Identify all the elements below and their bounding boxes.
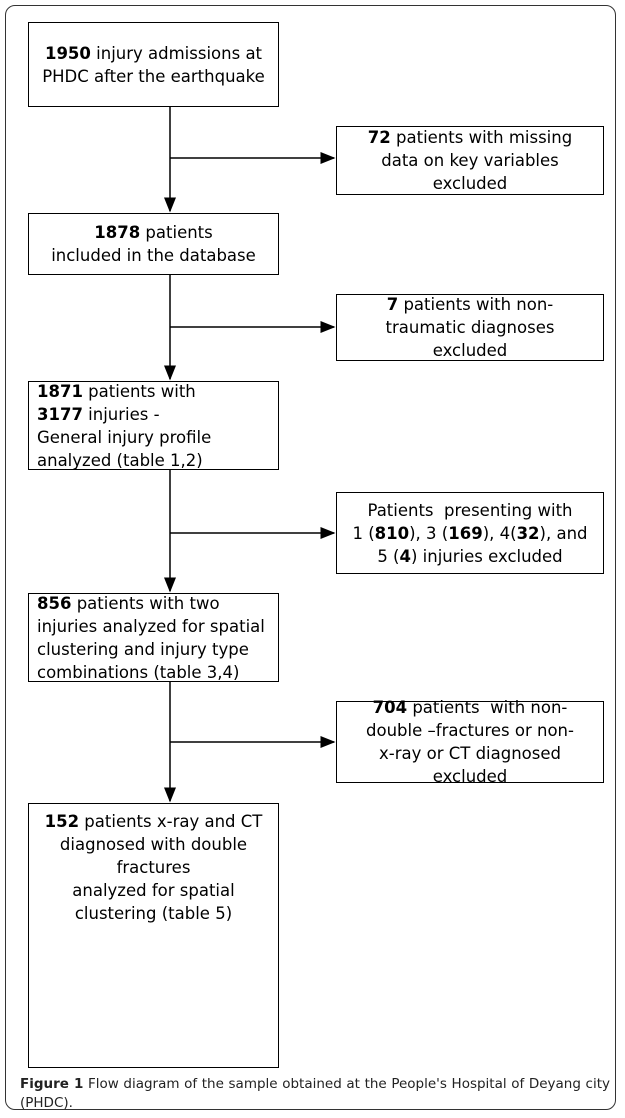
text-segment: 856 (37, 593, 72, 613)
exclusion-box: 72 patients with missing data on key vari… (336, 126, 604, 195)
text-line: x-ray or CT diagnosed (345, 742, 595, 765)
main-box: 856 patients with two injuries analyzed f… (28, 593, 279, 682)
text-segment: clustering and injury type (37, 639, 249, 659)
text-segment: General injury profile (37, 427, 212, 447)
text-line: 1950 injury admissions at (37, 42, 270, 65)
text-segment: injuries analyzed for spatial (37, 616, 265, 636)
text-line: double –fractures or non- (345, 719, 595, 742)
text-segment: patients (140, 223, 213, 242)
text-segment: patients with (82, 381, 196, 401)
caption: Figure 1 Flow diagram of the sample obta… (20, 1075, 610, 1113)
text-segment: x-ray or CT diagnosed (378, 744, 561, 763)
text-line: excluded (345, 172, 595, 195)
text-segment: 1878 (94, 223, 141, 242)
text-segment: double –fractures or non- (366, 721, 574, 740)
text-segment: 810 (374, 523, 410, 543)
text-segment: Figure 1 (20, 1076, 84, 1092)
text-segment: 32 (516, 523, 540, 543)
text-line: analyzed (table 1,2) (37, 449, 270, 472)
text-segment: ), and (539, 523, 588, 543)
text-segment: patients x-ray and CT (79, 812, 263, 831)
text-line: 3177 injuries - (37, 403, 270, 426)
text-segment: traumatic diagnoses (385, 318, 555, 337)
text-segment: patients with two (71, 593, 220, 613)
text-line: data on key variables (345, 149, 595, 172)
text-line: 1 (810), 3 (169), 4(32), and (345, 522, 595, 545)
text-segment: patients with non- (398, 295, 554, 314)
text-line: PHDC after the earthquake (37, 65, 270, 88)
text-line: traumatic diagnoses (345, 316, 595, 339)
text-line: analyzed for spatial (37, 879, 270, 902)
frame (5, 5, 616, 1110)
text-segment: 1871 (37, 381, 83, 401)
text-line: combinations (table 3,4) (37, 661, 270, 684)
text-segment: excluded (432, 174, 508, 193)
text-line: 152 patients x-ray and CT (37, 810, 270, 833)
text-segment: patients with missing (390, 128, 573, 147)
exclusion-box: 7 patients with non-traumatic diagnoses e… (336, 294, 604, 361)
text-segment: 7 (386, 295, 399, 314)
text-line: 72 patients with missing (345, 126, 595, 149)
text-line: 856 patients with two (37, 592, 270, 615)
text-line: excluded (345, 765, 595, 788)
text-segment: fractures (116, 858, 191, 877)
text-segment: patients with non- (407, 698, 568, 717)
text-line: 7 patients with non- (345, 293, 595, 316)
text-line: 5 (4) injuries excluded (345, 545, 595, 568)
text-segment: Patients presenting with (367, 500, 573, 520)
text-segment: 1 ( (352, 523, 375, 543)
text-line: General injury profile (37, 426, 270, 449)
text-segment: 72 (367, 128, 391, 147)
text-segment: ), 4( (482, 523, 517, 543)
text-segment: analyzed (table 1,2) (37, 450, 203, 470)
text-line: 1871 patients with (37, 380, 270, 403)
text-segment: diagnosed with double (59, 835, 248, 854)
exclusion-box: Patients presenting with 1 (810), 3 (169)… (336, 492, 604, 574)
text-line: included in the database (37, 244, 270, 267)
main-box: 1950 injury admissions at PHDC after the … (28, 22, 279, 107)
text-line: 704 patients with non- (345, 696, 595, 719)
text-line: 1878 patients (37, 221, 270, 244)
text-segment: included in the database (51, 246, 256, 265)
text-segment: 152 (44, 812, 80, 831)
text-segment: 5 ( (377, 546, 400, 566)
text-segment: analyzed for spatial (72, 881, 235, 900)
text-segment: ), 3 ( (409, 523, 449, 543)
text-segment: 3177 (37, 404, 83, 424)
text-line: diagnosed with double (37, 833, 270, 856)
text-line: clustering (table 5) (37, 902, 270, 925)
text-segment: 169 (448, 523, 483, 543)
text-segment: clustering (table 5) (74, 904, 233, 923)
text-line: excluded (345, 339, 595, 362)
text-segment: combinations (table 3,4) (37, 662, 240, 682)
text-line: injuries analyzed for spatial (37, 615, 270, 638)
text-segment: 704 (372, 698, 408, 717)
text-segment: 4 (399, 546, 411, 566)
text-segment: excluded (432, 341, 508, 360)
text-segment: excluded (432, 767, 508, 786)
text-segment: injury admissions at (90, 43, 263, 63)
main-box: 1878 patients included in the database (28, 213, 279, 275)
text-segment: 1950 (44, 43, 91, 63)
main-box: 152 patients x-ray and CT diagnosed with … (28, 803, 279, 1068)
text-segment: ) injuries excluded (410, 546, 563, 566)
exclusion-box: 704 patients with non-double –fractures … (336, 698, 604, 786)
main-box: 1871 patients with 3177 injuries - General… (28, 381, 279, 470)
text-segment: data on key variables (381, 151, 559, 170)
text-line: Patients presenting with (345, 499, 595, 522)
text-segment: Flow diagram of the sample obtained at t… (20, 1076, 610, 1111)
text-segment: PHDC after the earthquake (42, 66, 265, 86)
text-line: fractures (37, 856, 270, 879)
text-segment: injuries - (82, 404, 160, 424)
text-line: clustering and injury type (37, 638, 270, 661)
